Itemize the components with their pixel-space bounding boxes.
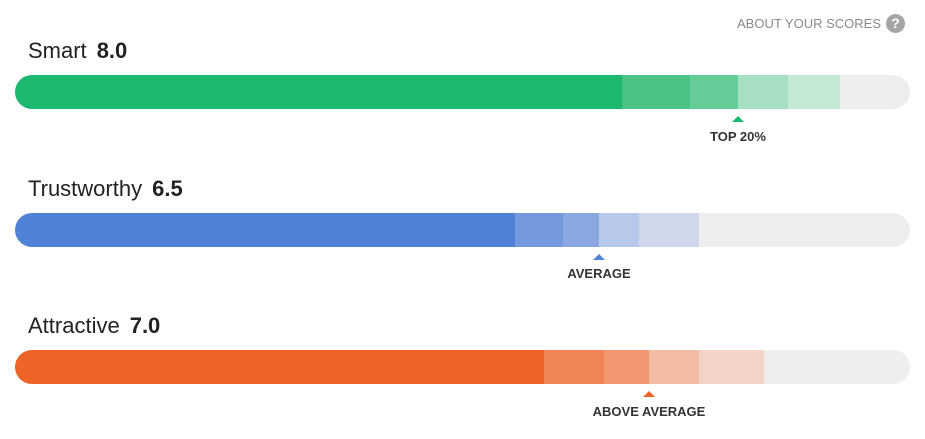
bar-fill <box>15 350 544 384</box>
bar-band <box>699 350 764 384</box>
score-label: Smart 8.0 <box>28 38 127 64</box>
score-label: Attractive 7.0 <box>28 313 160 339</box>
trait-name: Smart <box>28 38 87 63</box>
bar-band <box>599 213 639 247</box>
bar-band <box>639 213 699 247</box>
score-bar <box>15 75 910 109</box>
about-scores-link[interactable]: ABOUT YOUR SCORES <box>737 16 881 31</box>
bar-band <box>788 75 840 109</box>
bar-band <box>544 350 604 384</box>
bar-band <box>604 350 649 384</box>
trait-score: 7.0 <box>129 313 161 338</box>
score-label: Trustworthy 6.5 <box>28 176 183 202</box>
bar-fill <box>15 75 622 109</box>
help-icon[interactable]: ? <box>886 14 905 33</box>
trait-name: Attractive <box>28 313 120 338</box>
rank-label: TOP 20% <box>710 129 766 144</box>
bar-band <box>622 75 690 109</box>
rank-marker <box>732 116 744 122</box>
rank-marker <box>643 391 655 397</box>
trait-score: 8.0 <box>96 38 128 63</box>
rank-label: ABOVE AVERAGE <box>592 404 706 419</box>
trait-score: 6.5 <box>152 176 183 201</box>
bar-band <box>515 213 563 247</box>
rank-label: AVERAGE <box>567 266 631 281</box>
bar-fill <box>15 213 515 247</box>
rank-marker <box>593 254 605 260</box>
score-bar <box>15 213 910 247</box>
bar-band <box>649 350 699 384</box>
trait-name: Trustworthy <box>28 176 143 201</box>
bar-band <box>738 75 788 109</box>
score-bar <box>15 350 910 384</box>
bar-band <box>563 213 599 247</box>
bar-band <box>690 75 738 109</box>
